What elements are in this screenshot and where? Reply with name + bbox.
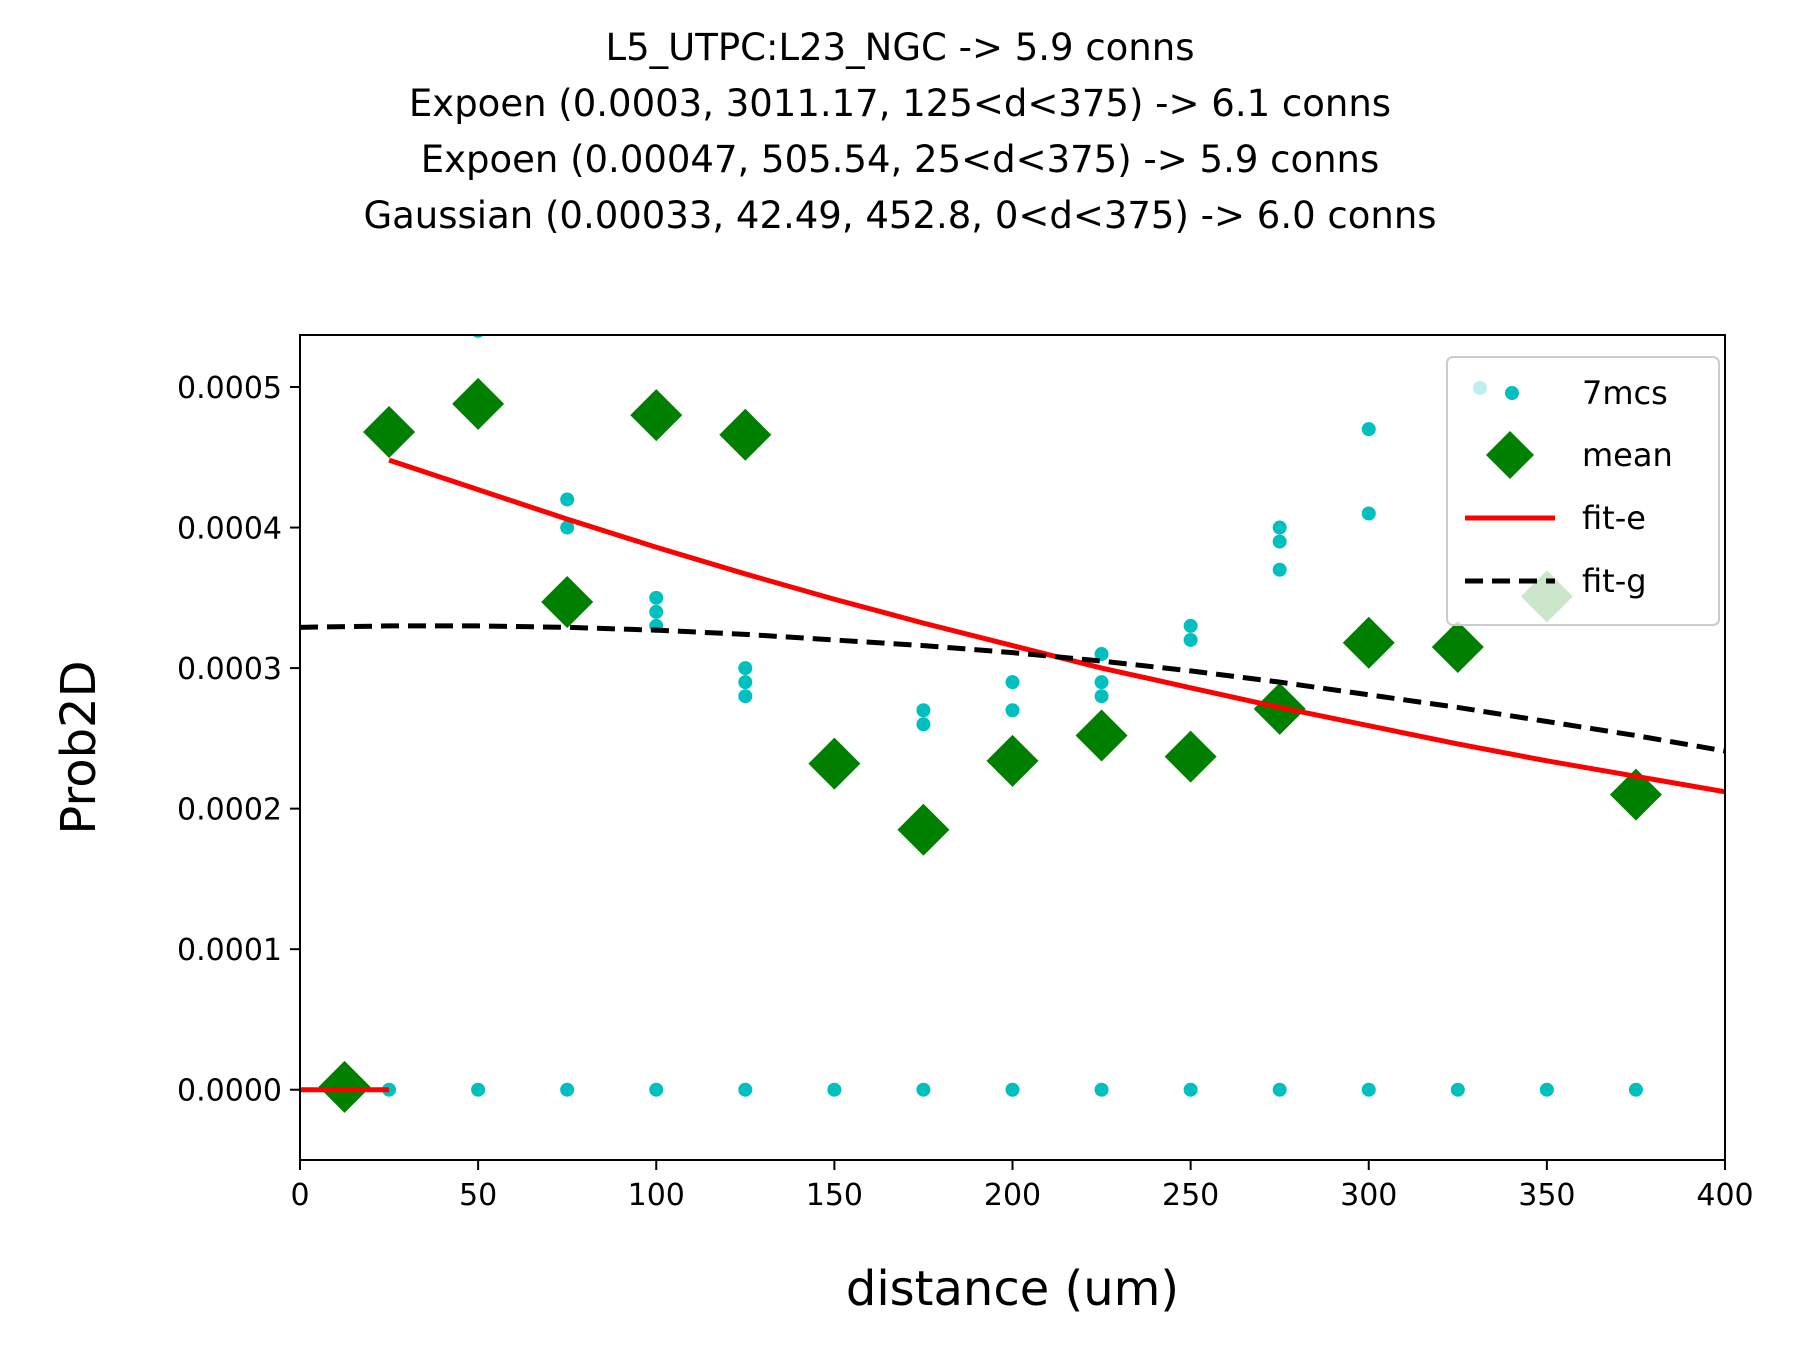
data-point-mean	[318, 1060, 371, 1113]
data-point-7mcs	[1361, 1082, 1376, 1097]
data-point-7mcs	[1628, 1082, 1643, 1097]
data-point-7mcs	[916, 1082, 931, 1097]
y-tick-label: 0.0005	[177, 371, 282, 406]
data-point-7mcs	[1183, 618, 1198, 633]
x-tick-label: 100	[628, 1178, 685, 1213]
y-axis-label: Prob2D	[51, 660, 107, 834]
data-point-7mcs	[1450, 1082, 1465, 1097]
title-line: Gaussian (0.00033, 42.49, 452.8, 0<d<375…	[363, 194, 1436, 237]
data-point-7mcs	[1361, 506, 1376, 521]
data-point-7mcs	[560, 520, 575, 535]
x-tick-label: 400	[1696, 1178, 1753, 1213]
legend-key-mean	[1486, 431, 1534, 479]
y-tick-label: 0.0000	[177, 1074, 282, 1109]
x-axis-label: distance (um)	[846, 1261, 1179, 1317]
x-tick-label: 200	[984, 1178, 1041, 1213]
y-tick-label: 0.0002	[177, 793, 282, 828]
data-point-mean	[719, 408, 772, 461]
chart-title: L5_UTPC:L23_NGC -> 5.9 conns Expoen (0.00…	[363, 26, 1436, 237]
data-point-7mcs	[1094, 675, 1109, 690]
data-point-7mcs	[471, 1082, 486, 1097]
data-point-7mcs	[649, 590, 664, 605]
x-axis: 0 50 100 150 200 250 300 350 400	[290, 1160, 1754, 1213]
data-point-mean	[1075, 709, 1128, 762]
x-tick-label: 250	[1162, 1178, 1219, 1213]
data-point-7mcs	[1272, 1082, 1287, 1097]
legend-label: fit-e	[1582, 499, 1646, 537]
data-point-mean	[630, 389, 683, 442]
data-point-mean	[1164, 730, 1217, 783]
y-tick-label: 0.0004	[177, 512, 282, 547]
y-axis: 0.0000 0.0001 0.0002 0.0003 0.0004 0.0005	[177, 371, 300, 1109]
data-point-mean	[1609, 768, 1662, 821]
data-point-7mcs	[649, 604, 664, 619]
data-point-7mcs	[1094, 1082, 1109, 1097]
title-line: Expoen (0.0003, 3011.17, 125<d<375) -> 6…	[409, 82, 1391, 125]
legend: 7mcs mean fit-e fit-g	[1446, 356, 1720, 626]
data-point-7mcs	[738, 1082, 753, 1097]
legend-label: 7mcs	[1582, 374, 1668, 412]
legend-key-7mcs	[1473, 381, 1487, 395]
data-point-7mcs	[827, 1082, 842, 1097]
data-point-7mcs	[1272, 520, 1287, 535]
data-point-mean	[363, 405, 416, 458]
data-point-7mcs	[1183, 1082, 1198, 1097]
title-line: Expoen (0.00047, 505.54, 25<d<375) -> 5.…	[421, 138, 1380, 181]
title-line: L5_UTPC:L23_NGC -> 5.9 conns	[606, 26, 1195, 69]
legend-key-7mcs	[1505, 386, 1519, 400]
x-tick-label: 0	[290, 1178, 309, 1213]
y-tick-label: 0.0001	[177, 933, 282, 968]
data-point-7mcs	[560, 492, 575, 507]
x-tick-label: 300	[1340, 1178, 1397, 1213]
data-point-mean	[1342, 616, 1395, 669]
data-point-7mcs	[916, 703, 931, 718]
data-point-7mcs	[1094, 647, 1109, 662]
data-point-mean	[541, 576, 594, 629]
data-point-7mcs	[738, 675, 753, 690]
data-point-7mcs	[1005, 1082, 1020, 1097]
fit-g-line	[300, 623, 1725, 754]
data-point-7mcs	[1005, 703, 1020, 718]
data-point-mean	[986, 734, 1039, 787]
data-point-7mcs	[649, 1082, 664, 1097]
data-point-7mcs	[738, 661, 753, 676]
data-point-7mcs	[1361, 422, 1376, 437]
data-point-mean	[1431, 621, 1484, 674]
data-point-7mcs	[916, 717, 931, 732]
data-point-mean	[808, 737, 861, 790]
legend-box	[1446, 356, 1720, 626]
data-point-7mcs	[1272, 562, 1287, 577]
x-tick-label: 350	[1518, 1178, 1575, 1213]
y-tick-label: 0.0003	[177, 652, 282, 687]
data-point-7mcs	[1183, 632, 1198, 647]
x-tick-label: 150	[806, 1178, 863, 1213]
data-point-7mcs	[1272, 534, 1287, 549]
data-point-7mcs	[560, 1082, 575, 1097]
legend-label: mean	[1582, 436, 1673, 474]
data-point-7mcs	[738, 689, 753, 704]
data-point-7mcs	[1094, 689, 1109, 704]
legend-label: fit-g	[1582, 562, 1647, 600]
data-point-7mcs	[1005, 675, 1020, 690]
data-point-mean	[897, 803, 950, 856]
data-point-7mcs	[1539, 1082, 1554, 1097]
data-point-mean	[452, 377, 505, 430]
x-tick-label: 50	[459, 1178, 497, 1213]
